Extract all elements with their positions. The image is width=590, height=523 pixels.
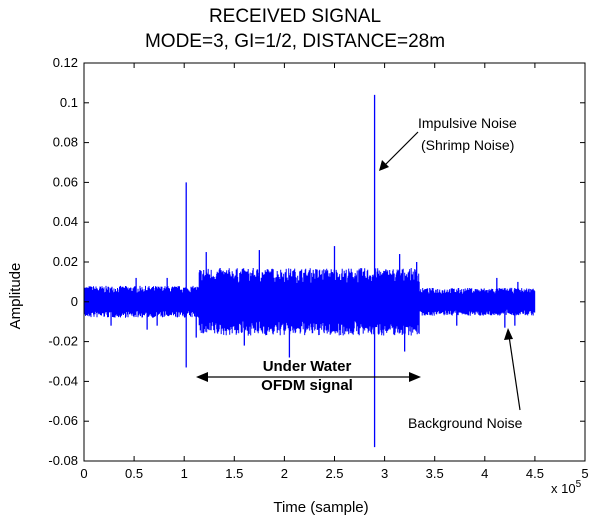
- x-tick-label: 3: [381, 466, 388, 481]
- shrimp-noise-label: (Shrimp Noise): [421, 137, 514, 153]
- y-tick-label: 0: [71, 294, 78, 309]
- y-tick-label: 0.08: [53, 135, 78, 150]
- y-axis-label: Amplitude: [7, 263, 24, 330]
- y-tick-label: 0.06: [53, 174, 78, 189]
- impulsive-noise-label: Impulsive Noise: [418, 115, 517, 131]
- x-tick-label: 3.5: [426, 466, 444, 481]
- chart-title: RECEIVED SIGNAL: [208, 6, 382, 27]
- chart-subtitle: MODE=3, GI=1/2, DISTANCE=28m: [144, 31, 446, 52]
- plot-frame: [83, 62, 586, 462]
- x-tick-label: 0: [80, 466, 87, 481]
- y-tick-label: 0.1: [60, 95, 78, 110]
- x-tick-label: 2.5: [325, 466, 343, 481]
- x-tick-label: 5: [581, 466, 588, 481]
- x-tick-label: 4.5: [526, 466, 544, 481]
- y-tick-label: -0.08: [48, 453, 78, 468]
- y-tick-label: 0.04: [53, 214, 78, 229]
- y-tick-label: -0.06: [48, 413, 78, 428]
- y-tick-label: 0.02: [53, 254, 78, 269]
- x-tick-label: 4: [481, 466, 488, 481]
- background-noise-label: Background Noise: [408, 415, 523, 431]
- ofdm-label-line1: Under Water: [263, 358, 352, 375]
- x-tick-label: 1.5: [225, 466, 243, 481]
- x-axis-multiplier-exponent: 5: [576, 479, 582, 490]
- y-tick-label: 0.12: [53, 55, 78, 70]
- x-axis-label: Time (sample): [273, 499, 368, 516]
- x-tick-label: 0.5: [125, 466, 143, 481]
- impulsive-noise-arrow: [379, 131, 419, 171]
- x-axis-multiplier-base: x 10: [551, 481, 576, 496]
- ofdm-label-line2: OFDM signal: [261, 377, 353, 394]
- y-tick-label: -0.04: [48, 373, 78, 388]
- background-noise-arrow: [504, 328, 521, 411]
- x-tick-label: 2: [281, 466, 288, 481]
- x-axis-multiplier: x 105: [551, 479, 582, 496]
- y-tick-label: -0.02: [48, 334, 78, 349]
- ofdm-span-arrow: [196, 372, 421, 382]
- signal-segment-0: [83, 285, 200, 318]
- signal-segment-1: [198, 268, 420, 336]
- x-tick-label: 1: [181, 466, 188, 481]
